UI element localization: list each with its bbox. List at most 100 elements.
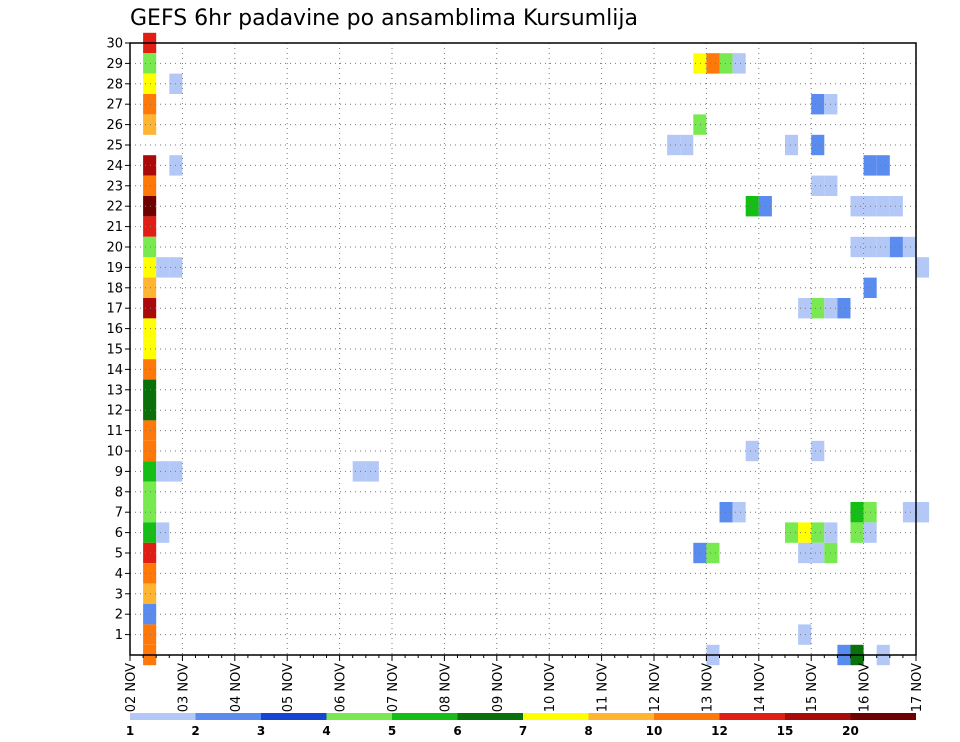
heatmap-cell <box>850 196 864 217</box>
heatmap-cell <box>798 298 812 319</box>
y-tick-label: 9 <box>115 465 123 480</box>
y-tick-label: 15 <box>106 343 123 358</box>
legend-label: 1 <box>126 724 134 738</box>
x-tick-label: 11 NOV <box>596 663 611 712</box>
heatmap-cell <box>143 94 157 115</box>
legend-label: 8 <box>584 724 592 738</box>
y-tick-label: 17 <box>106 302 123 317</box>
heatmap-cell <box>352 461 366 482</box>
x-tick-label: 16 NOV <box>858 663 873 712</box>
heatmap-cell <box>850 502 864 523</box>
heatmap-cell <box>143 624 157 645</box>
y-tick-label: 4 <box>115 567 123 582</box>
x-tick-label: 07 NOV <box>386 663 401 712</box>
x-tick-label: 12 NOV <box>648 663 663 712</box>
heatmap-cell <box>143 420 157 441</box>
legend-swatch <box>654 713 720 720</box>
x-tick-label: 05 NOV <box>281 663 296 712</box>
y-tick-label: 27 <box>106 98 123 113</box>
heatmap-cell <box>732 53 746 74</box>
y-tick-label: 28 <box>106 77 123 92</box>
heatmap-cell <box>680 134 694 156</box>
heatmap-cell <box>143 196 157 217</box>
heatmap-cell <box>156 257 170 278</box>
legend-label: 5 <box>388 724 396 738</box>
y-tick-label: 1 <box>115 628 123 643</box>
y-tick-label: 20 <box>106 241 123 256</box>
x-tick-label: 14 NOV <box>753 663 768 712</box>
plot-frame <box>129 42 917 656</box>
heatmap-cell <box>143 53 157 74</box>
y-tick-label: 19 <box>106 261 123 276</box>
heatmap-cell <box>143 298 157 319</box>
heatmap-cell <box>143 155 157 176</box>
heatmap-cell <box>143 522 157 543</box>
heatmap-cell <box>745 440 759 462</box>
heatmap-cell <box>143 542 157 564</box>
x-tick-label: 15 NOV <box>805 663 820 712</box>
y-tick-label: 23 <box>106 179 123 194</box>
y-tick-label: 18 <box>106 281 123 296</box>
legend-swatch <box>392 713 458 720</box>
heatmap-cell <box>902 502 916 523</box>
y-tick-label: 21 <box>106 220 123 235</box>
y-tick-label: 2 <box>115 608 123 623</box>
x-tick-label: 08 NOV <box>438 663 453 712</box>
heatmap-cell <box>143 175 157 196</box>
chart-title: GEFS 6hr padavine po ansamblima Kursumli… <box>130 6 638 31</box>
x-tick-label: 10 NOV <box>543 663 558 712</box>
legend-swatch <box>195 713 261 720</box>
heatmap-cell <box>143 277 157 298</box>
x-tick-label: 09 NOV <box>491 663 506 712</box>
heatmap-cell <box>156 461 170 482</box>
legend-label: 20 <box>842 724 859 738</box>
legend-label: 6 <box>453 724 461 738</box>
heatmap-cell <box>693 53 707 74</box>
heatmap-cell <box>889 236 903 258</box>
heatmap-cell <box>143 440 157 462</box>
legend-swatch <box>130 713 196 720</box>
y-tick-label: 10 <box>106 445 123 460</box>
heatmap-cell <box>876 196 890 217</box>
heatmap-cell <box>811 94 825 115</box>
heatmap-cell <box>143 461 157 482</box>
y-tick-label: 26 <box>106 118 123 133</box>
heatmap-cell <box>706 542 720 564</box>
heatmap-cell <box>902 236 916 258</box>
x-tick-label: 17 NOV <box>910 663 925 712</box>
heatmap-cell <box>811 175 825 196</box>
heatmap-cell <box>143 338 157 360</box>
legend-label: 15 <box>777 724 794 738</box>
legend-label: 3 <box>257 724 265 738</box>
heatmap-cell <box>143 583 157 604</box>
heatmap-cell <box>143 318 157 339</box>
y-tick-label: 12 <box>106 404 123 419</box>
heatmap-cell <box>876 236 890 258</box>
heatmap-cell <box>143 400 157 421</box>
heatmap-cell <box>916 502 930 523</box>
heatmap-cell <box>719 502 733 523</box>
heatmap-cell <box>889 196 903 217</box>
heatmap-cell <box>850 236 864 258</box>
heatmap-cell <box>693 114 707 135</box>
heatmap-cell <box>667 134 681 156</box>
heatmap-cell <box>850 522 864 543</box>
heatmap-cell <box>143 114 157 135</box>
legend-swatch <box>326 713 392 720</box>
x-axis: 02 NOV 03 NOV 04 NOV 05 NOV 06 NOV 07 NOV 08 N… <box>124 655 925 712</box>
legend-swatch <box>457 713 523 720</box>
heatmap-cell <box>876 155 890 176</box>
heatmap-cell <box>143 563 157 584</box>
heatmap-cell <box>916 257 930 278</box>
legend-swatch <box>785 713 851 720</box>
y-tick-label: 8 <box>115 485 123 500</box>
y-tick-label: 6 <box>115 526 123 541</box>
heatmap-cell <box>745 196 759 217</box>
y-tick-label: 24 <box>106 159 123 174</box>
heatmap-cell <box>837 298 851 319</box>
y-tick-label: 22 <box>106 200 123 215</box>
heatmap-cell <box>143 236 157 258</box>
heatmap-cell <box>785 522 799 543</box>
x-tick-label: 02 NOV <box>124 663 139 712</box>
